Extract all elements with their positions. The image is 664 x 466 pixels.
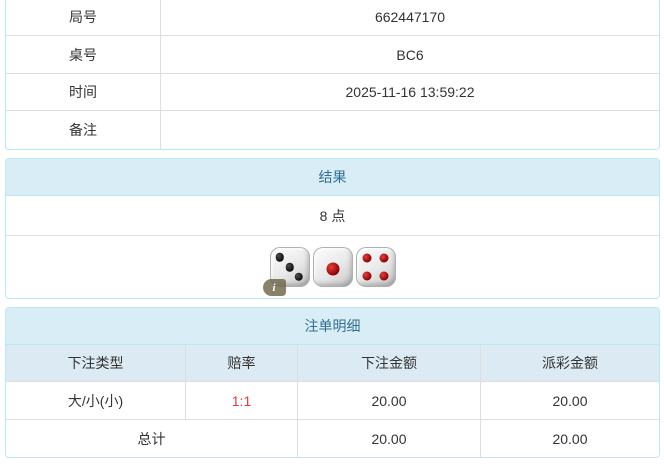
payout-value: 20.00 (552, 392, 588, 409)
die-pip (379, 271, 389, 281)
result-panel-title: 结果 (6, 159, 659, 196)
die-pip (326, 262, 339, 276)
time-value: 2025-11-16 13:59:22 (345, 83, 475, 100)
table-row: 大/小(小) 1:1 20.00 20.00 (6, 382, 659, 420)
remark-value (161, 111, 659, 148)
die-pip (294, 272, 303, 281)
die-pip (285, 262, 294, 272)
table-row: 桌号 BC6 (6, 36, 659, 74)
die-pip (362, 253, 372, 263)
result-points: 8 点 (6, 196, 659, 236)
die-pip (275, 253, 285, 262)
col-odds: 赔率 (186, 345, 298, 381)
table-row: 备注 (6, 111, 659, 149)
total-row: 总计 20.00 20.00 (6, 420, 659, 457)
remark-label: 备注 (6, 111, 161, 149)
die-pip (362, 271, 372, 281)
die-4 (355, 247, 396, 287)
table-row: 时间 2025-11-16 13:59:22 (6, 73, 659, 112)
odds-value: 1:1 (186, 382, 298, 419)
bet-details-title: 注单明细 (6, 308, 659, 345)
dice-row: i (6, 236, 659, 298)
table-id-value: BC6 (396, 46, 424, 63)
die-3: i (262, 247, 310, 296)
table-id-label: 桌号 (6, 36, 161, 73)
bet-amount-value: 20.00 (298, 382, 481, 419)
total-bet-amount: 20.00 (298, 420, 481, 457)
die-pip (379, 253, 389, 263)
bet-details-panel: 注单明细 下注类型 赔率 下注金额 派彩金额 大/小(小) 1:1 20.00 … (5, 307, 660, 458)
bet-type-value: 大/小(小) (6, 382, 186, 419)
col-payout: 派彩金额 (542, 355, 598, 371)
game-result-page: 局号 662447170 桌号 BC6 时间 2025-11-16 13:59:… (5, 0, 660, 466)
table-row: 局号 662447170 (6, 0, 659, 37)
round-info-panel: 局号 662447170 桌号 BC6 时间 2025-11-16 13:59:… (5, 0, 660, 150)
result-panel: 结果 8 点 i (5, 158, 660, 299)
bet-table-header: 下注类型 赔率 下注金额 派彩金额 (6, 345, 659, 382)
col-bet-type: 下注类型 (6, 345, 186, 381)
total-payout: 20.00 (552, 430, 588, 447)
col-bet-amount: 下注金额 (298, 345, 481, 381)
time-label: 时间 (6, 73, 161, 111)
die-1 (312, 247, 353, 287)
total-label: 总计 (6, 420, 298, 457)
round-id-value: 662447170 (374, 9, 446, 26)
round-id-label: 局号 (6, 0, 161, 36)
info-badge-icon[interactable]: i (262, 279, 286, 296)
